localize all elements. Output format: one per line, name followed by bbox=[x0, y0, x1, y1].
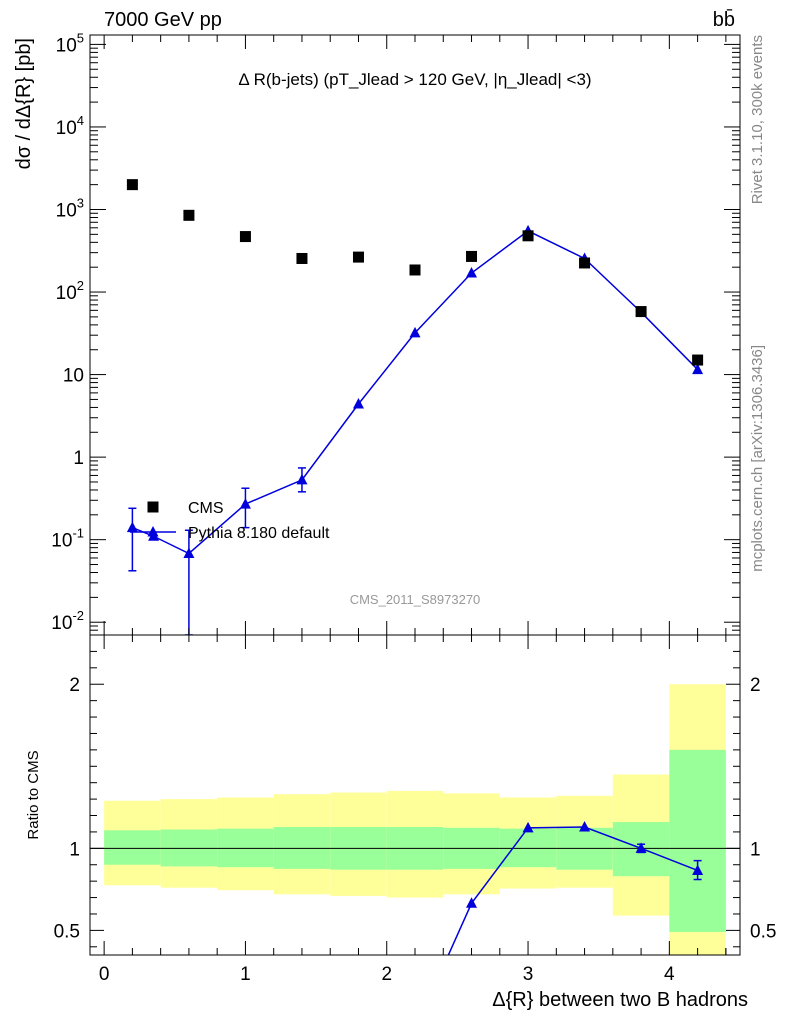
y-tick-label: 10 bbox=[63, 366, 84, 387]
legend-pythia-label: Pythia 8.180 default bbox=[188, 525, 330, 542]
y-tick-label: 103 bbox=[56, 195, 84, 221]
ratio-point bbox=[579, 821, 591, 832]
ratio-panel-axes: 0 1 2 3 4 0.5 0.5 1 1 2 2 bbox=[54, 635, 776, 985]
pythia-point bbox=[126, 521, 138, 533]
pythia-point bbox=[239, 498, 251, 509]
uncertainty-band-inner bbox=[669, 749, 726, 933]
legend: CMS Pythia 8.180 default bbox=[130, 500, 330, 542]
cms-point bbox=[126, 179, 138, 191]
ratio-tick-label: 1 bbox=[69, 839, 80, 860]
cms-point bbox=[239, 231, 251, 243]
mcplots-label: mcplots.cern.ch [arXiv:1306.3436] bbox=[749, 345, 766, 572]
ratio-point bbox=[466, 897, 478, 908]
uncertainty-band-inner bbox=[104, 830, 161, 865]
ratio-tick-label-right: 2 bbox=[750, 675, 761, 696]
cms-point bbox=[466, 250, 478, 262]
cms-point bbox=[522, 230, 534, 242]
x-axis-label: Δ{R} between two B hadrons bbox=[492, 989, 748, 1011]
pythia-point bbox=[352, 398, 364, 409]
process-label: bb̄ bbox=[713, 8, 735, 31]
legend-cms-label: CMS bbox=[188, 500, 224, 517]
pythia-line bbox=[132, 230, 699, 555]
x-tick-label: 0 bbox=[99, 964, 110, 985]
cms-point bbox=[352, 251, 364, 263]
ratio-panel: 0 1 2 3 4 0.5 0.5 1 1 2 2 Ratio to CMS Δ{R} betwee… bbox=[25, 634, 776, 1011]
energy-label: 7000 GeV pp bbox=[104, 9, 222, 31]
main-ylabel: dσ / dΔ{R} [pb] bbox=[13, 38, 35, 169]
cms-point bbox=[183, 209, 195, 221]
legend-cms-marker bbox=[147, 501, 159, 513]
main-panel-content bbox=[126, 179, 704, 635]
cms-point bbox=[579, 257, 591, 269]
ratio-tick-label-right: 1 bbox=[750, 839, 761, 860]
x-tick-label: 4 bbox=[664, 964, 675, 985]
y-tick-label: 105 bbox=[56, 30, 84, 56]
cms-point bbox=[296, 252, 308, 264]
y-tick-label: 10-2 bbox=[51, 608, 84, 634]
ratio-tick-label: 2 bbox=[69, 675, 80, 696]
ratio-line bbox=[447, 826, 698, 955]
x-tick-label: 2 bbox=[381, 964, 392, 985]
y-tick-label: 1 bbox=[73, 448, 84, 469]
ratio-point bbox=[635, 842, 647, 853]
x-tick-label: 3 bbox=[523, 964, 534, 985]
main-title: Δ R(b-jets) (pT_Jlead > 120 GeV, |η_Jlea… bbox=[238, 70, 591, 89]
legend-pythia-marker bbox=[147, 526, 159, 537]
cms-point bbox=[409, 264, 421, 276]
pythia-point bbox=[692, 363, 704, 375]
y-tick-label: 104 bbox=[56, 113, 84, 139]
ratio-point bbox=[692, 864, 704, 875]
ratio-point bbox=[522, 821, 534, 833]
pythia-point bbox=[183, 547, 195, 558]
rivet-version-label: Rivet 3.1.10, 300k events bbox=[749, 35, 766, 204]
ratio-ylabel: Ratio to CMS bbox=[25, 750, 42, 839]
x-tick-label: 1 bbox=[240, 964, 251, 985]
pythia-point bbox=[296, 473, 308, 485]
pythia-point bbox=[466, 267, 478, 278]
cms-point bbox=[635, 306, 647, 318]
ratio-panel-content bbox=[90, 684, 740, 955]
y-tick-label: 102 bbox=[56, 278, 84, 304]
watermark: CMS_2011_S8973270 bbox=[350, 592, 481, 607]
ratio-tick-label-right: 0.5 bbox=[750, 921, 776, 942]
pythia-point bbox=[409, 326, 421, 338]
ratio-tick-label: 0.5 bbox=[54, 921, 80, 942]
y-tick-label: 10-1 bbox=[51, 526, 84, 552]
cms-point bbox=[692, 354, 704, 366]
